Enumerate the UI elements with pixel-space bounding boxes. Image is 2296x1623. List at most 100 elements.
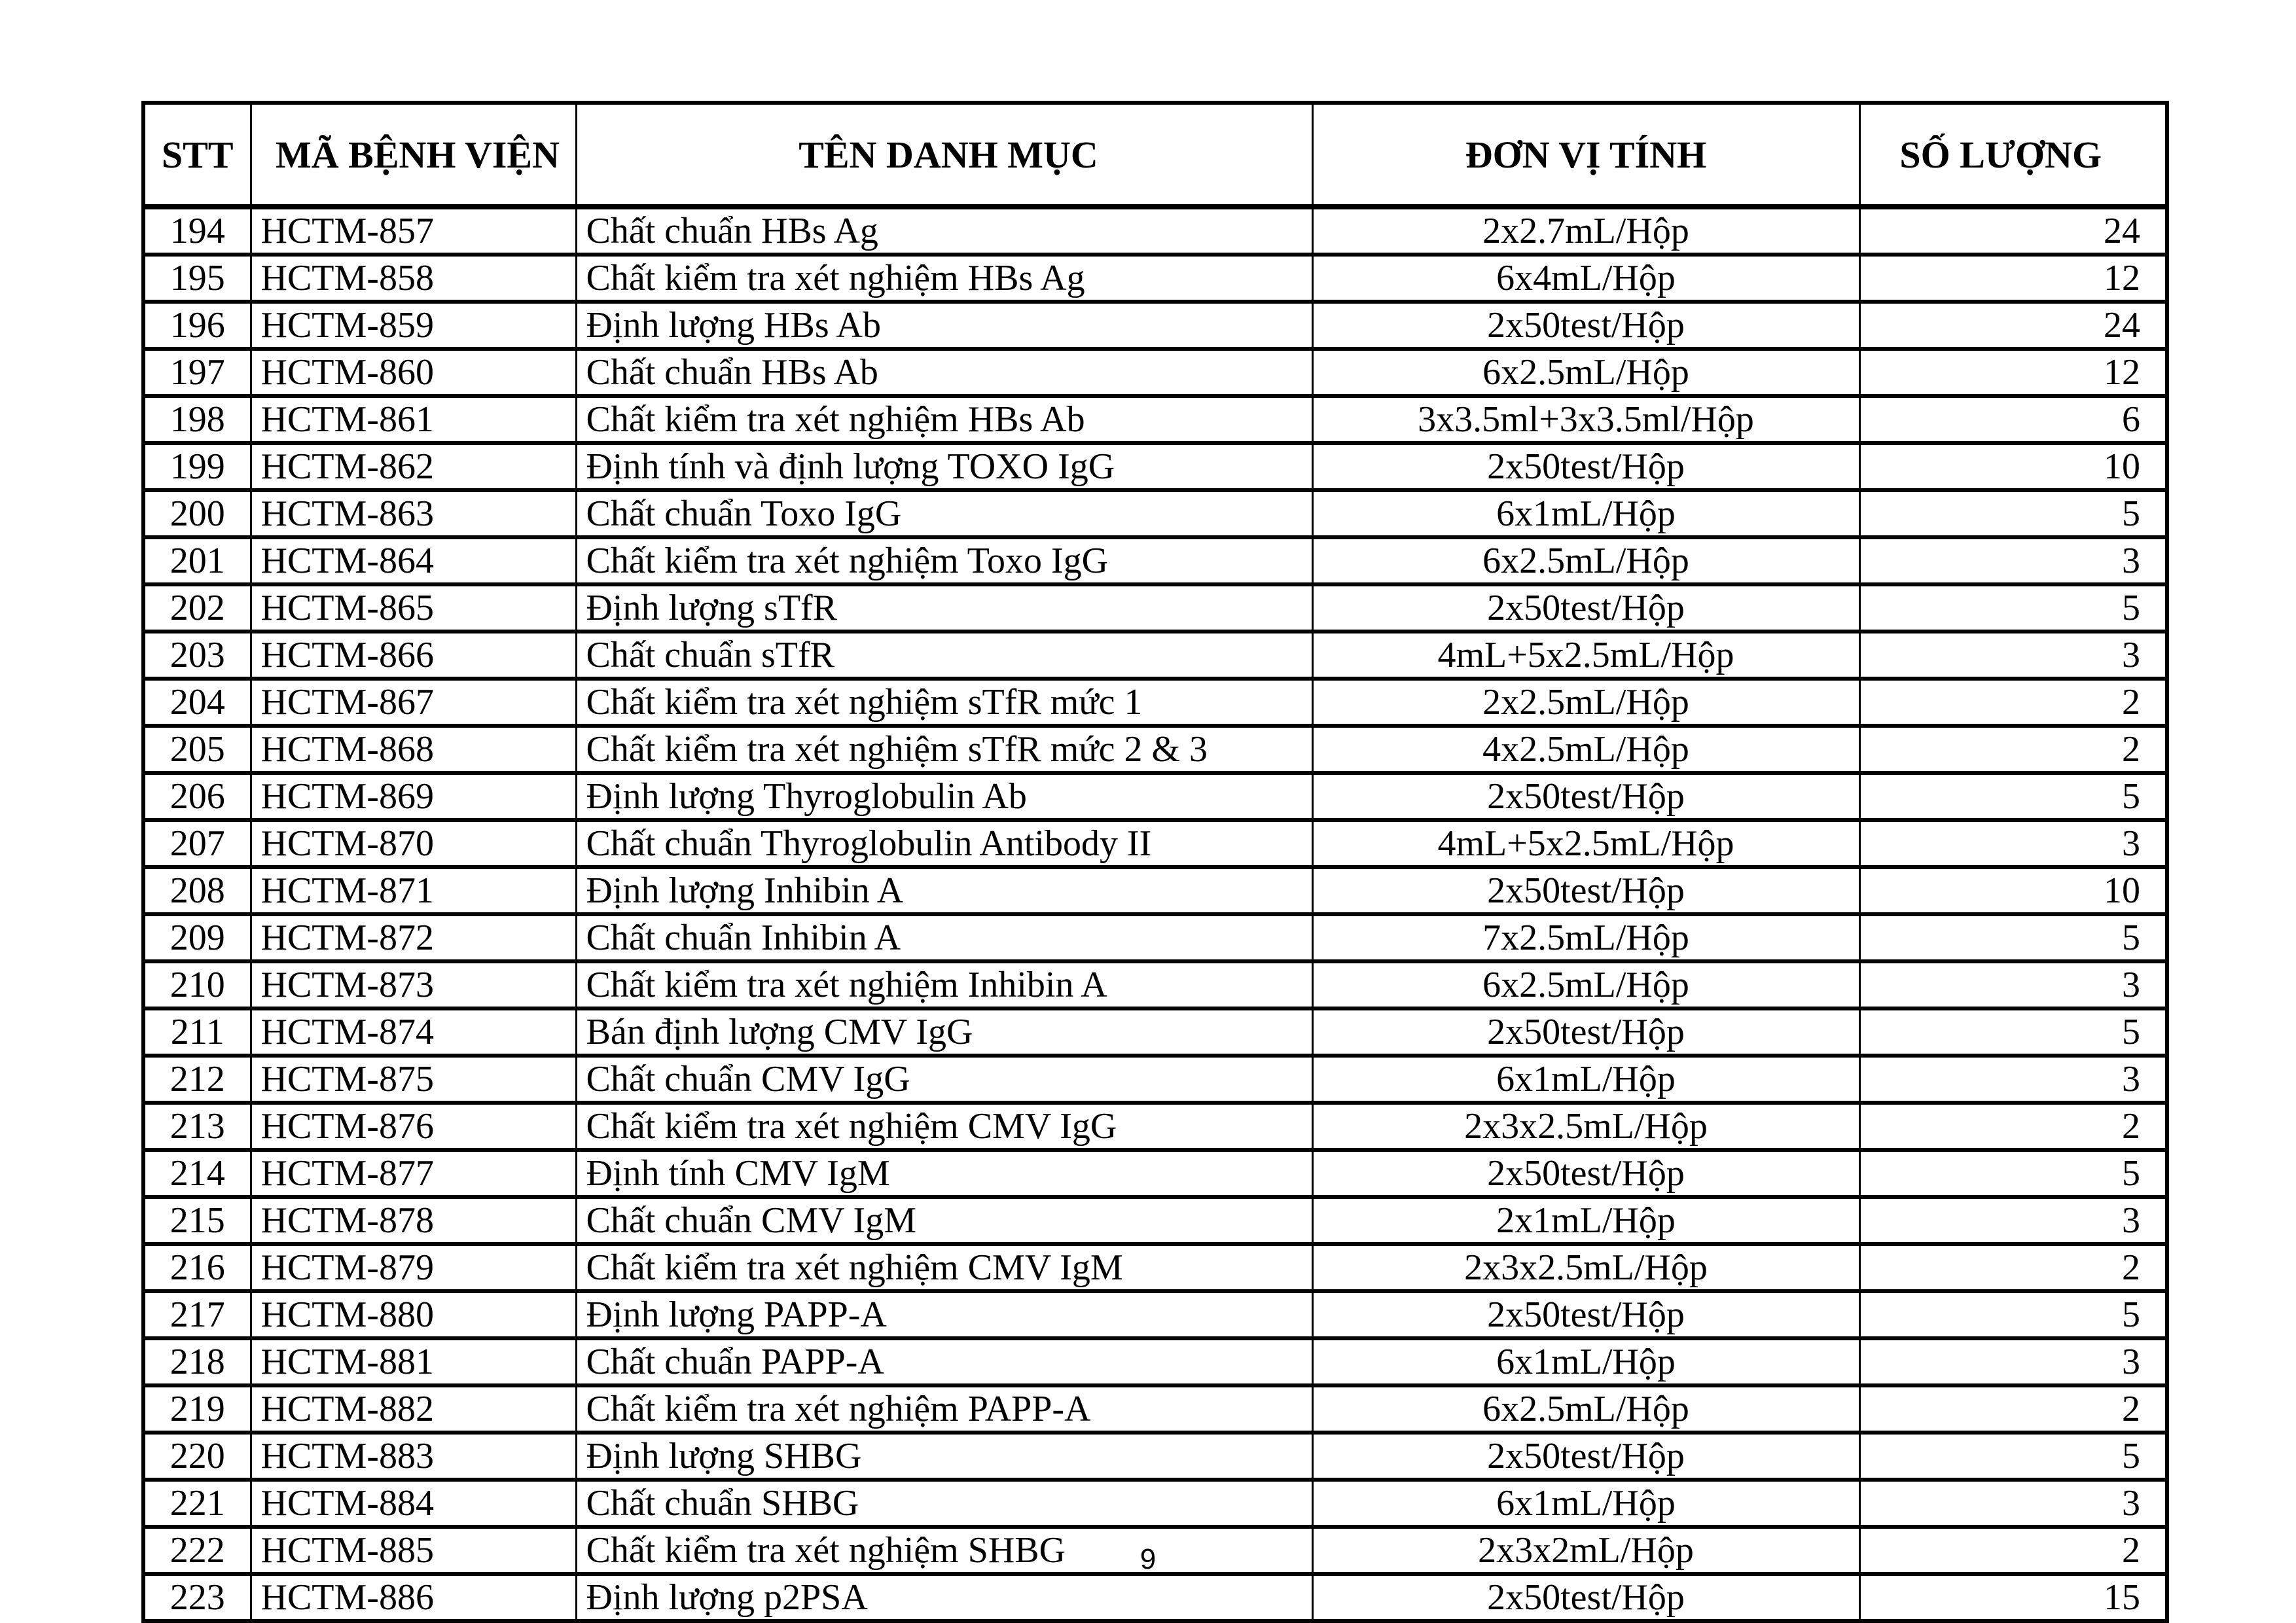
hospital-code-cell: HCTM-857 <box>249 205 577 257</box>
quantity-cell: 2 <box>1858 1525 2168 1576</box>
stt-cell: 216 <box>142 1242 252 1293</box>
unit-cell: 4mL+5x2.5mL/Hộp <box>1311 818 1861 869</box>
quantity-cell: 2 <box>1858 1242 2168 1293</box>
unit-cell: 6x1mL/Hộp <box>1311 1054 1861 1105</box>
hospital-code-cell: HCTM-868 <box>249 724 577 775</box>
table-row: 210 HCTM-873 Chất kiểm tra xét nghiệm In… <box>142 959 2168 1010</box>
stt-cell: 208 <box>142 865 252 916</box>
quantity-cell: 2 <box>1858 1383 2168 1435</box>
item-name-cell: Định lượng HBs Ab <box>575 300 1314 351</box>
stt-cell: 207 <box>142 818 252 869</box>
quantity-cell: 3 <box>1858 1195 2168 1246</box>
unit-cell: 4mL+5x2.5mL/Hộp <box>1311 630 1861 681</box>
item-name-cell: Chất kiểm tra xét nghiệm HBs Ag <box>575 253 1314 304</box>
hospital-code-cell: HCTM-873 <box>249 959 577 1010</box>
item-name-cell: Định tính CMV IgM <box>575 1148 1314 1199</box>
hospital-code-cell: HCTM-862 <box>249 441 577 492</box>
item-name-cell: Định lượng SHBG <box>575 1431 1314 1482</box>
item-name-cell: Định tính và định lượng TOXO IgG <box>575 441 1314 492</box>
table-row: 211 HCTM-874 Bán định lượng CMV IgG 2x50… <box>142 1007 2168 1058</box>
hospital-code-cell: HCTM-870 <box>249 818 577 869</box>
stt-cell: 220 <box>142 1431 252 1482</box>
stt-cell: 197 <box>142 347 252 398</box>
item-name-cell: Chất chuẩn Thyroglobulin Antibody II <box>575 818 1314 869</box>
stt-cell: 214 <box>142 1148 252 1199</box>
item-name-cell: Chất chuẩn CMV IgM <box>575 1195 1314 1246</box>
quantity-cell: 3 <box>1858 818 2168 869</box>
quantity-cell: 5 <box>1858 582 2168 633</box>
stt-cell: 202 <box>142 582 252 633</box>
item-name-cell: Chất chuẩn HBs Ab <box>575 347 1314 398</box>
stt-cell: 199 <box>142 441 252 492</box>
quantity-cell: 3 <box>1858 959 2168 1010</box>
unit-cell: 2x50test/Hộp <box>1311 1148 1861 1199</box>
unit-cell: 2x50test/Hộp <box>1311 300 1861 351</box>
table-body: 194 HCTM-857 Chất chuẩn HBs Ag 2x2.7mL/H… <box>142 205 2168 1623</box>
table-row: 205 HCTM-868 Chất kiểm tra xét nghiệm sT… <box>142 724 2168 775</box>
stt-cell: 219 <box>142 1383 252 1435</box>
hospital-code-cell: HCTM-867 <box>249 677 577 728</box>
table-row: 197 HCTM-860 Chất chuẩn HBs Ab 6x2.5mL/H… <box>142 347 2168 398</box>
item-name-cell: Chất kiểm tra xét nghiệm sTfR mức 2 & 3 <box>575 724 1314 775</box>
hospital-code-cell: HCTM-874 <box>249 1007 577 1058</box>
table-row: 203 HCTM-866 Chất chuẩn sTfR 4mL+5x2.5mL… <box>142 630 2168 681</box>
header-unit: ĐƠN VỊ TÍNH <box>1311 101 1861 209</box>
table-row: 222 HCTM-885 Chất kiểm tra xét nghiệm SH… <box>142 1525 2168 1576</box>
hospital-code-cell: HCTM-858 <box>249 253 577 304</box>
table-row: 217 HCTM-880 Định lượng PAPP-A 2x50test/… <box>142 1289 2168 1340</box>
table-row: 194 HCTM-857 Chất chuẩn HBs Ag 2x2.7mL/H… <box>142 205 2168 257</box>
item-name-cell: Định lượng PAPP-A <box>575 1289 1314 1340</box>
unit-cell: 2x50test/Hộp <box>1311 582 1861 633</box>
quantity-cell: 12 <box>1858 347 2168 398</box>
quantity-cell: 3 <box>1858 535 2168 586</box>
unit-cell: 7x2.5mL/Hộp <box>1311 912 1861 963</box>
stt-cell: 200 <box>142 488 252 539</box>
unit-cell: 3x3.5ml+3x3.5ml/Hộp <box>1311 394 1861 445</box>
hospital-code-cell: HCTM-860 <box>249 347 577 398</box>
table-row: 212 HCTM-875 Chất chuẩn CMV IgG 6x1mL/Hộ… <box>142 1054 2168 1105</box>
table-row: 204 HCTM-867 Chất kiểm tra xét nghiệm sT… <box>142 677 2168 728</box>
header-hospital-code: MÃ BỆNH VIỆN <box>249 101 577 209</box>
item-name-cell: Chất chuẩn Toxo IgG <box>575 488 1314 539</box>
unit-cell: 2x50test/Hộp <box>1311 1572 1861 1623</box>
hospital-code-cell: HCTM-882 <box>249 1383 577 1435</box>
unit-cell: 6x1mL/Hộp <box>1311 1336 1861 1387</box>
table-row: 198 HCTM-861 Chất kiểm tra xét nghiệm HB… <box>142 394 2168 445</box>
unit-cell: 2x50test/Hộp <box>1311 865 1861 916</box>
stt-cell: 222 <box>142 1525 252 1576</box>
unit-cell: 6x2.5mL/Hộp <box>1311 535 1861 586</box>
unit-cell: 2x50test/Hộp <box>1311 1007 1861 1058</box>
quantity-cell: 5 <box>1858 912 2168 963</box>
table-row: 195 HCTM-858 Chất kiểm tra xét nghiệm HB… <box>142 253 2168 304</box>
stt-cell: 213 <box>142 1101 252 1152</box>
hospital-code-cell: HCTM-879 <box>249 1242 577 1293</box>
item-name-cell: Chất chuẩn HBs Ag <box>575 205 1314 257</box>
table-row: 209 HCTM-872 Chất chuẩn Inhibin A 7x2.5m… <box>142 912 2168 963</box>
quantity-cell: 10 <box>1858 441 2168 492</box>
item-name-cell: Chất kiểm tra xét nghiệm CMV IgG <box>575 1101 1314 1152</box>
table-row: 223 HCTM-886 Định lượng p2PSA 2x50test/H… <box>142 1572 2168 1623</box>
unit-cell: 6x4mL/Hộp <box>1311 253 1861 304</box>
unit-cell: 2x1mL/Hộp <box>1311 1195 1861 1246</box>
stt-cell: 221 <box>142 1478 252 1529</box>
item-name-cell: Định lượng sTfR <box>575 582 1314 633</box>
stt-cell: 204 <box>142 677 252 728</box>
table-row: 215 HCTM-878 Chất chuẩn CMV IgM 2x1mL/Hộ… <box>142 1195 2168 1246</box>
quantity-cell: 24 <box>1858 300 2168 351</box>
item-name-cell: Chất kiểm tra xét nghiệm sTfR mức 1 <box>575 677 1314 728</box>
table-row: 202 HCTM-865 Định lượng sTfR 2x50test/Hộ… <box>142 582 2168 633</box>
item-name-cell: Định lượng p2PSA <box>575 1572 1314 1623</box>
header-item-name: TÊN DANH MỤC <box>575 101 1314 209</box>
unit-cell: 6x2.5mL/Hộp <box>1311 1383 1861 1435</box>
unit-cell: 6x1mL/Hộp <box>1311 1478 1861 1529</box>
item-name-cell: Chất kiểm tra xét nghiệm Toxo IgG <box>575 535 1314 586</box>
quantity-cell: 10 <box>1858 865 2168 916</box>
quantity-cell: 12 <box>1858 253 2168 304</box>
unit-cell: 2x50test/Hộp <box>1311 441 1861 492</box>
item-name-cell: Chất chuẩn sTfR <box>575 630 1314 681</box>
quantity-cell: 2 <box>1858 724 2168 775</box>
hospital-code-cell: HCTM-884 <box>249 1478 577 1529</box>
hospital-code-cell: HCTM-886 <box>249 1572 577 1623</box>
item-name-cell: Chất kiểm tra xét nghiệm PAPP-A <box>575 1383 1314 1435</box>
